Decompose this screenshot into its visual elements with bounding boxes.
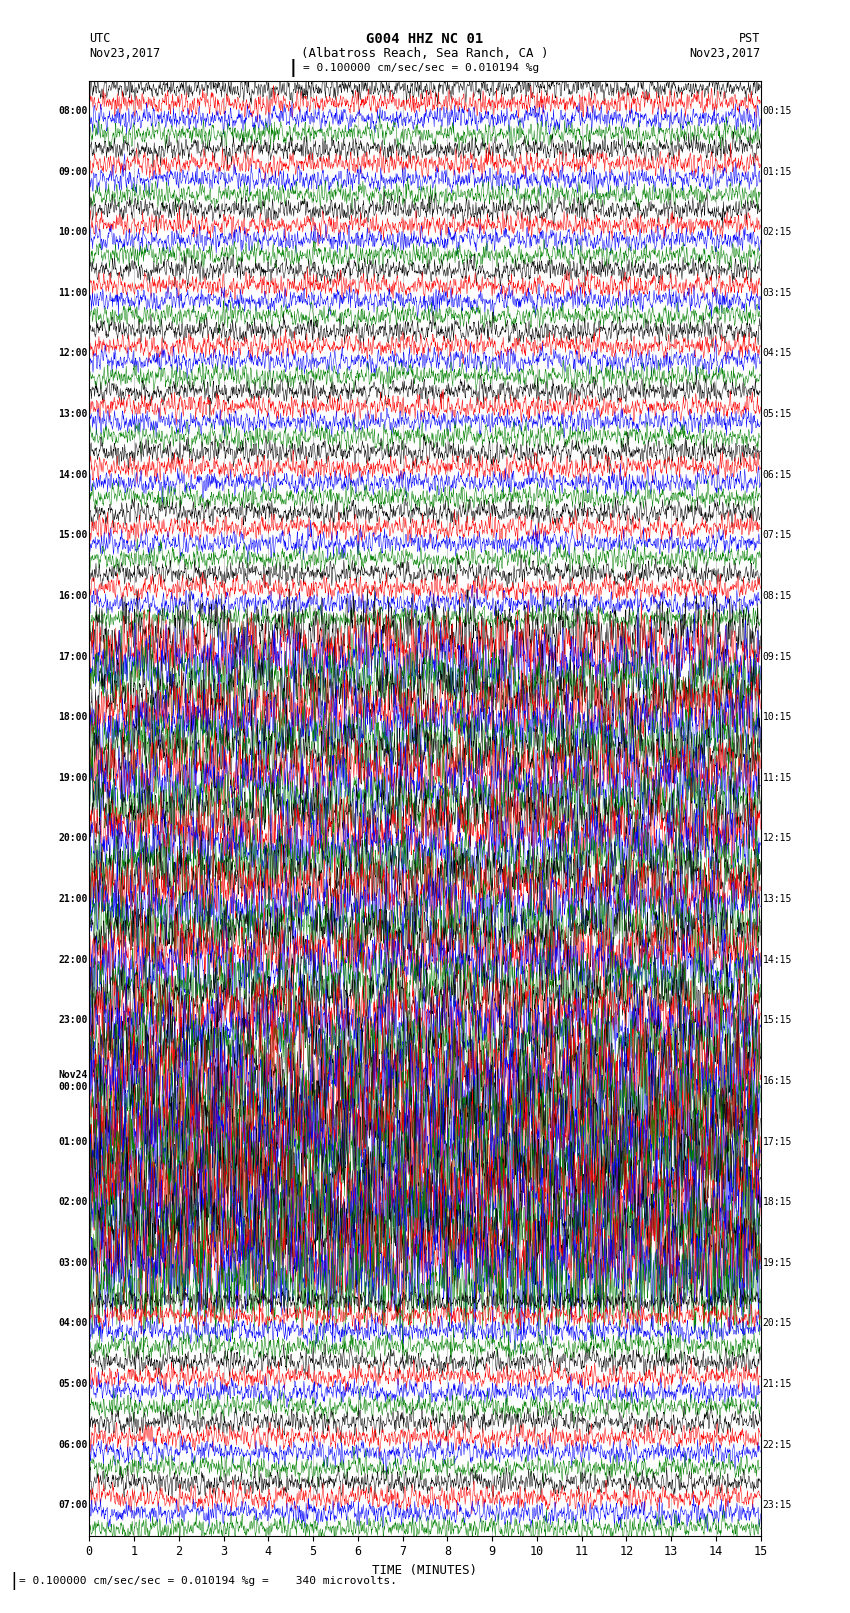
- Text: 07:00: 07:00: [58, 1500, 88, 1510]
- Text: 04:00: 04:00: [58, 1318, 88, 1329]
- Text: 19:15: 19:15: [762, 1258, 792, 1268]
- Text: 03:00: 03:00: [58, 1258, 88, 1268]
- Text: 11:15: 11:15: [762, 773, 792, 782]
- Text: 14:00: 14:00: [58, 469, 88, 479]
- Text: 23:00: 23:00: [58, 1015, 88, 1026]
- Text: 06:00: 06:00: [58, 1440, 88, 1450]
- Text: 00:15: 00:15: [762, 106, 792, 116]
- Text: 13:15: 13:15: [762, 894, 792, 903]
- Text: Nov24
00:00: Nov24 00:00: [58, 1069, 88, 1092]
- Text: |: |: [8, 1571, 20, 1590]
- Text: 03:15: 03:15: [762, 287, 792, 298]
- Text: 12:15: 12:15: [762, 834, 792, 844]
- Text: 06:15: 06:15: [762, 469, 792, 479]
- Text: 16:15: 16:15: [762, 1076, 792, 1086]
- Text: Nov23,2017: Nov23,2017: [89, 47, 161, 60]
- Text: 04:15: 04:15: [762, 348, 792, 358]
- Text: 15:00: 15:00: [58, 531, 88, 540]
- Text: 09:15: 09:15: [762, 652, 792, 661]
- Text: 17:00: 17:00: [58, 652, 88, 661]
- Text: 19:00: 19:00: [58, 773, 88, 782]
- Text: 01:00: 01:00: [58, 1137, 88, 1147]
- Text: 18:00: 18:00: [58, 713, 88, 723]
- Text: 21:15: 21:15: [762, 1379, 792, 1389]
- Text: 05:00: 05:00: [58, 1379, 88, 1389]
- Text: (Albatross Reach, Sea Ranch, CA ): (Albatross Reach, Sea Ranch, CA ): [301, 47, 549, 60]
- Text: 13:00: 13:00: [58, 410, 88, 419]
- Text: 12:00: 12:00: [58, 348, 88, 358]
- Text: PST: PST: [740, 32, 761, 45]
- Text: |: |: [288, 58, 298, 77]
- Text: 09:00: 09:00: [58, 166, 88, 176]
- Text: 10:15: 10:15: [762, 713, 792, 723]
- Text: 17:15: 17:15: [762, 1137, 792, 1147]
- Text: 18:15: 18:15: [762, 1197, 792, 1207]
- Text: UTC: UTC: [89, 32, 110, 45]
- Text: 02:00: 02:00: [58, 1197, 88, 1207]
- Text: 11:00: 11:00: [58, 287, 88, 298]
- Text: 08:00: 08:00: [58, 106, 88, 116]
- Text: 16:00: 16:00: [58, 590, 88, 602]
- X-axis label: TIME (MINUTES): TIME (MINUTES): [372, 1565, 478, 1578]
- Text: 21:00: 21:00: [58, 894, 88, 903]
- Text: 02:15: 02:15: [762, 227, 792, 237]
- Text: = 0.100000 cm/sec/sec = 0.010194 %g =    340 microvolts.: = 0.100000 cm/sec/sec = 0.010194 %g = 34…: [19, 1576, 397, 1586]
- Text: 23:15: 23:15: [762, 1500, 792, 1510]
- Text: 15:15: 15:15: [762, 1015, 792, 1026]
- Text: = 0.100000 cm/sec/sec = 0.010194 %g: = 0.100000 cm/sec/sec = 0.010194 %g: [303, 63, 540, 73]
- Text: 10:00: 10:00: [58, 227, 88, 237]
- Text: 08:15: 08:15: [762, 590, 792, 602]
- Text: G004 HHZ NC 01: G004 HHZ NC 01: [366, 32, 484, 45]
- Text: 22:00: 22:00: [58, 955, 88, 965]
- Text: 01:15: 01:15: [762, 166, 792, 176]
- Text: 20:15: 20:15: [762, 1318, 792, 1329]
- Text: 07:15: 07:15: [762, 531, 792, 540]
- Text: Nov23,2017: Nov23,2017: [689, 47, 761, 60]
- Text: 14:15: 14:15: [762, 955, 792, 965]
- Text: 20:00: 20:00: [58, 834, 88, 844]
- Text: 05:15: 05:15: [762, 410, 792, 419]
- Text: 22:15: 22:15: [762, 1440, 792, 1450]
